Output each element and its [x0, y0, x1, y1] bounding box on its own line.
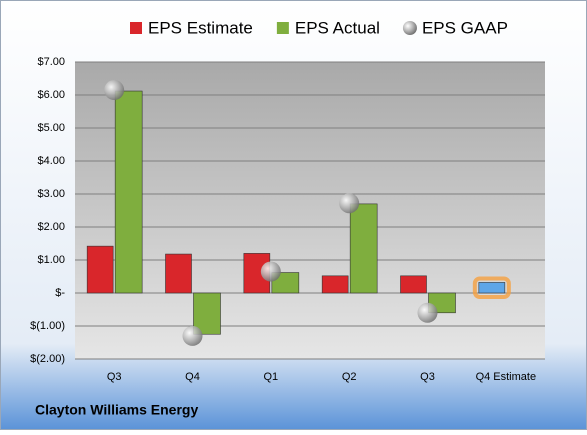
y-tick-label: $6.00: [37, 89, 65, 101]
x-tick-label: Q1: [263, 371, 278, 383]
bar: [478, 282, 506, 294]
bar: [400, 275, 427, 294]
x-tick-label: Q4: [185, 371, 200, 383]
legend-label: EPS Actual: [295, 18, 380, 37]
y-tick-label: $(1.00): [30, 320, 65, 332]
highlight-glow: [472, 276, 511, 300]
legend-label: EPS GAAP: [422, 18, 508, 37]
x-tick-label: Q2: [342, 371, 357, 383]
plot-area: [75, 62, 545, 359]
legend-label: EPS Estimate: [148, 18, 253, 37]
x-tick-label: Q4 Estimate: [476, 371, 537, 383]
y-tick-label: $4.00: [37, 155, 65, 167]
y-tick-label: $7.00: [37, 56, 65, 68]
bar: [165, 253, 192, 294]
bar: [321, 275, 349, 294]
y-tick-label: $2.00: [37, 221, 65, 233]
gaap-point: [182, 325, 203, 346]
x-tick-label: Q3: [107, 371, 122, 383]
y-tick-label: $-: [55, 287, 65, 299]
chart-title: Clayton Williams Energy: [35, 402, 198, 418]
y-tick-label: $(2.00): [30, 353, 65, 365]
y-tick-label: $3.00: [37, 188, 65, 200]
y-tick-label: $1.00: [37, 254, 65, 266]
bar: [114, 90, 143, 294]
gaap-point: [417, 302, 438, 323]
gaap-point: [260, 261, 281, 282]
legend-swatch: [402, 21, 417, 35]
y-tick-label: $5.00: [37, 122, 65, 134]
bar: [86, 245, 114, 294]
x-tick-label: Q3: [420, 371, 435, 383]
bar: [349, 203, 378, 294]
gaap-point: [339, 193, 360, 214]
legend-swatch: [130, 22, 142, 34]
legend-swatch: [276, 22, 289, 34]
gaap-point: [104, 80, 125, 101]
bar: [193, 292, 221, 335]
